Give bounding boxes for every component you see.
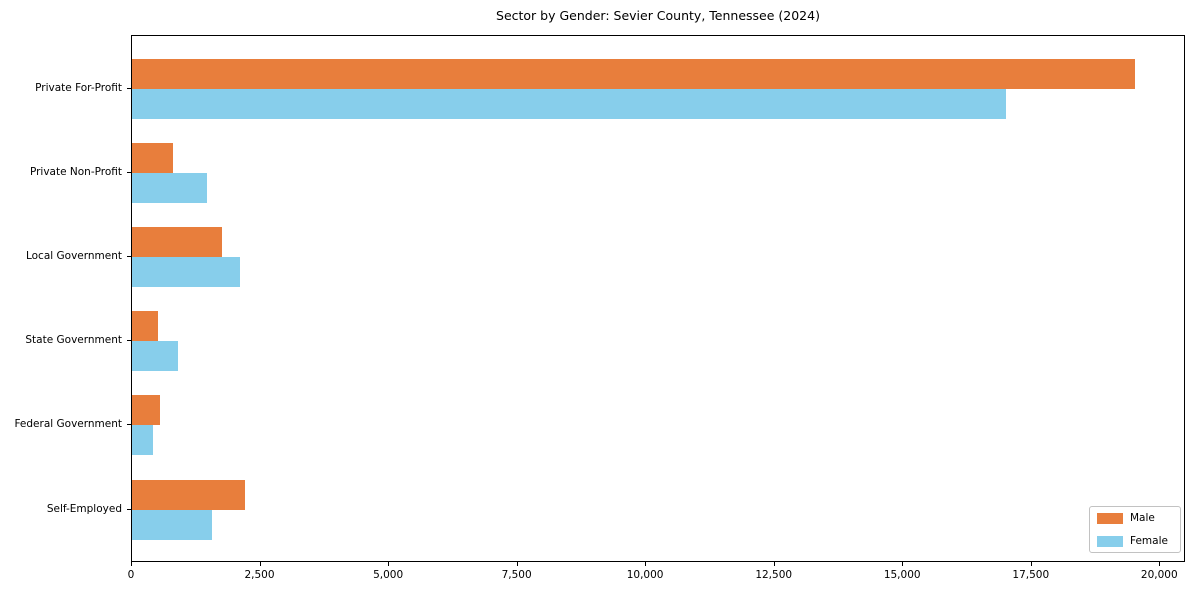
plot-area — [131, 35, 1185, 562]
female-bar — [132, 257, 240, 288]
x-axis-tick-label: 20,000 — [1140, 569, 1178, 581]
x-tick-mark — [1159, 562, 1161, 566]
x-axis-tick-label: 2,500 — [244, 569, 275, 581]
legend: Male Female — [1089, 506, 1181, 553]
female-bar — [132, 173, 207, 204]
legend-label-male: Male — [1130, 512, 1155, 524]
male-bar — [132, 395, 161, 426]
y-tick-mark — [127, 88, 131, 89]
y-tick-mark — [127, 340, 131, 342]
y-axis-label: Local Government — [25, 250, 122, 263]
y-axis-label: Private For-Profit — [35, 82, 122, 94]
x-tick-mark — [388, 562, 390, 566]
x-tick-mark — [516, 562, 518, 566]
male-bar — [132, 59, 1135, 89]
female-bar — [132, 425, 153, 456]
x-tick-mark — [902, 562, 904, 566]
x-tick-mark — [259, 562, 261, 566]
y-axis-label: Self-Employed — [46, 502, 122, 515]
female-color-swatch — [1097, 535, 1123, 547]
x-axis-tick-label: 0 — [127, 569, 135, 581]
x-axis-tick-label: 10,000 — [626, 569, 664, 581]
female-bar — [132, 341, 179, 372]
x-axis-tick-label: 15,000 — [883, 569, 921, 581]
male-color-swatch — [1097, 512, 1123, 524]
legend-item-female: Female — [1097, 535, 1173, 547]
male-bar — [132, 311, 158, 342]
male-bar — [132, 143, 174, 174]
y-tick-mark — [127, 172, 131, 174]
male-bar — [132, 479, 246, 510]
chart-title: Sector by Gender: Sevier County, Tenness… — [496, 8, 820, 23]
y-tick-mark — [127, 508, 131, 510]
y-axis-label: Private Non-Profit — [29, 166, 122, 179]
y-tick-mark — [127, 424, 131, 426]
x-tick-mark — [131, 562, 132, 566]
x-tick-mark — [1030, 562, 1032, 566]
male-bar — [132, 227, 222, 258]
x-axis-tick-label: 7,500 — [501, 569, 532, 581]
y-axis-label: State Government — [25, 334, 122, 347]
female-bar — [132, 89, 1006, 119]
legend-item-male: Male — [1097, 512, 1173, 524]
y-tick-mark — [127, 256, 131, 258]
y-axis-label: Federal Government — [14, 418, 122, 431]
female-bar — [132, 509, 212, 540]
legend-label-female: Female — [1130, 535, 1168, 547]
x-tick-mark — [773, 562, 775, 566]
x-axis-tick-label: 5,000 — [373, 569, 404, 581]
x-axis-tick-label: 17,500 — [1012, 569, 1050, 581]
x-tick-mark — [645, 562, 647, 566]
x-axis-tick-label: 12,500 — [755, 569, 793, 581]
